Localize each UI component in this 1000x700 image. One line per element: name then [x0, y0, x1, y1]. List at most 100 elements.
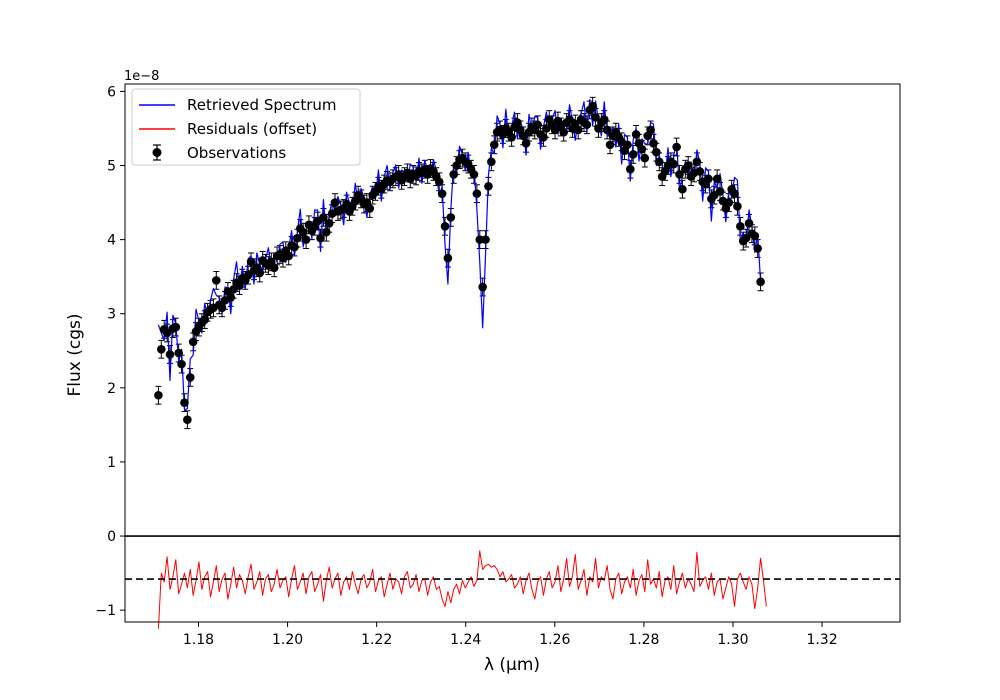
observation-point — [319, 213, 328, 222]
observation-point — [301, 235, 311, 244]
observation-point — [269, 263, 279, 273]
observation-point — [365, 204, 375, 213]
observation-point — [573, 125, 583, 135]
observation-point — [637, 144, 647, 154]
observation-point — [434, 177, 444, 187]
observation-point — [715, 187, 725, 196]
observation-point — [736, 221, 745, 231]
observation-point — [582, 120, 592, 130]
observation-point — [322, 227, 331, 237]
observation-point — [290, 242, 299, 252]
observation-point — [217, 303, 227, 313]
observation-point — [440, 221, 450, 231]
observation-point — [185, 373, 195, 382]
observation-point — [741, 233, 751, 243]
observation-point — [675, 170, 684, 179]
x-tick-label: 1.28 — [628, 632, 659, 648]
observation-point — [443, 253, 453, 263]
observation-point — [472, 189, 482, 198]
observation-point — [704, 174, 713, 184]
observation-point — [316, 233, 325, 243]
x-axis-title: λ (μm) — [484, 655, 540, 675]
observation-point — [235, 281, 244, 290]
legend-label-observations: Observations — [187, 144, 286, 162]
observation-point — [188, 337, 198, 347]
observation-point — [180, 398, 189, 407]
observation-point — [324, 219, 334, 228]
observation-point — [631, 130, 641, 139]
observation-point — [623, 140, 632, 150]
observation-point — [521, 138, 531, 148]
observation-point — [756, 277, 765, 287]
observation-point — [177, 359, 186, 369]
observation-point — [507, 133, 516, 142]
y-tick-label: 0 — [107, 529, 116, 545]
y-tick-label: 6 — [107, 84, 116, 100]
observation-point — [750, 231, 760, 241]
observation-point — [446, 213, 456, 222]
residuals-layer — [157, 550, 767, 629]
x-tick-label: 1.18 — [183, 632, 214, 648]
x-tick-label: 1.22 — [361, 632, 392, 648]
x-tick-label: 1.26 — [539, 632, 570, 648]
x-tick-label: 1.24 — [450, 632, 481, 648]
observation-point — [652, 147, 661, 157]
legend-label-residuals: Residuals (offset) — [187, 120, 317, 138]
observation-point — [565, 115, 574, 124]
observation-point — [588, 101, 597, 111]
observation-point — [226, 293, 236, 302]
observation-point — [293, 233, 302, 243]
legend: Retrieved Spectrum Residuals (offset) Ob… — [131, 88, 361, 166]
observation-point — [640, 153, 650, 163]
observation-point — [539, 133, 548, 142]
observation-point — [243, 270, 253, 280]
observation-point — [298, 227, 308, 237]
observation-point — [646, 125, 655, 135]
x-tick-label: 1.30 — [717, 632, 748, 648]
observation-point — [602, 125, 612, 135]
y-axis-ticks: −1 0 1 2 3 4 5 6 — [95, 84, 125, 619]
y-axis-title: Flux (cgs) — [65, 314, 85, 397]
observation-point — [692, 157, 702, 167]
y-axis-offset-label: 1e−8 — [124, 69, 159, 84]
y-tick-label: −1 — [95, 603, 116, 619]
legend-observations-marker — [152, 148, 162, 157]
observation-point — [669, 159, 679, 169]
y-tick-label: 3 — [107, 307, 116, 323]
observation-point — [212, 276, 221, 285]
observation-point — [246, 257, 256, 267]
x-axis-ticks: 1.18 1.20 1.22 1.24 1.26 1.28 1.30 1.32 — [183, 622, 838, 648]
observation-point — [626, 164, 635, 174]
x-tick-label: 1.32 — [806, 632, 837, 648]
observation-point — [489, 140, 499, 150]
observation-point — [628, 150, 638, 159]
observation-point — [649, 138, 658, 148]
plot-area — [125, 96, 900, 629]
observation-point — [469, 170, 479, 179]
observation-point — [165, 350, 175, 359]
y-tick-label: 2 — [107, 381, 116, 397]
observation-point — [591, 113, 600, 122]
observation-point — [712, 174, 722, 184]
observation-point — [200, 315, 210, 324]
observation-point — [484, 181, 493, 191]
observation-point — [284, 251, 293, 261]
observation-point — [672, 142, 681, 152]
observation-point — [437, 189, 447, 198]
observation-point — [605, 140, 615, 150]
y-tick-label: 5 — [107, 159, 116, 175]
observation-point — [678, 184, 687, 194]
observation-point — [599, 115, 609, 124]
observation-point — [162, 328, 172, 338]
observation-point — [481, 235, 490, 244]
observation-point — [174, 348, 183, 358]
observation-point — [330, 198, 340, 207]
y-tick-label: 4 — [107, 233, 116, 249]
observation-points-layer — [154, 101, 765, 424]
y-tick-label: 1 — [107, 455, 116, 471]
observation-point — [513, 118, 522, 127]
plot-frame — [124, 83, 901, 623]
observation-point — [683, 161, 693, 170]
x-tick-label: 1.20 — [272, 632, 303, 648]
observation-point — [730, 189, 739, 198]
